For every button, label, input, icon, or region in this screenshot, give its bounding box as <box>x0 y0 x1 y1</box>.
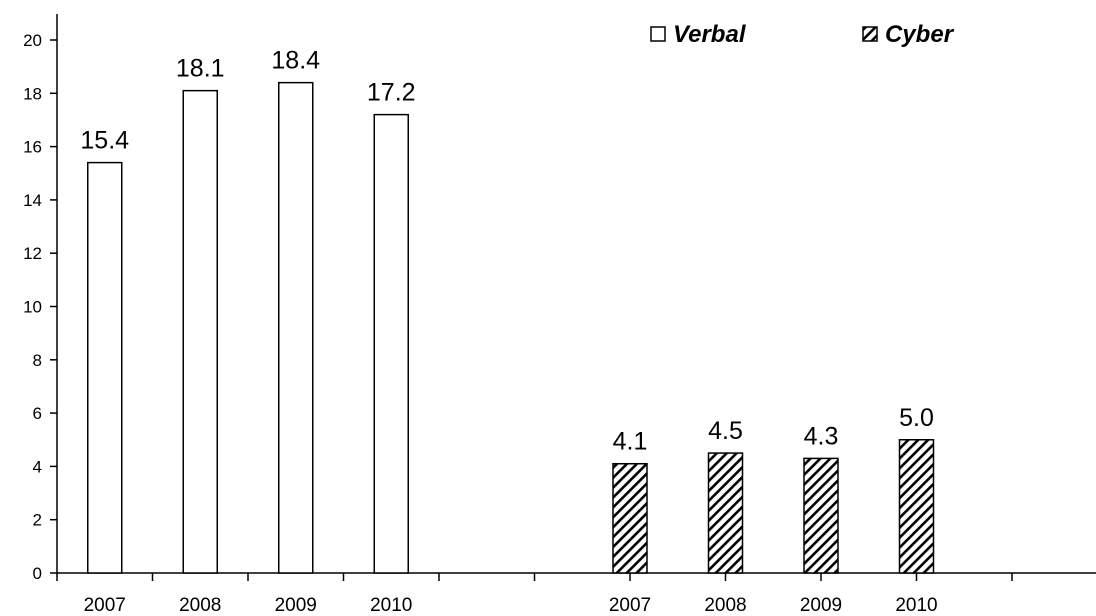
x-category-label: 2007 <box>609 595 651 616</box>
bar-verbal-2008 <box>182 89 218 574</box>
data-label: 4.5 <box>708 417 743 445</box>
x-category-label: 2008 <box>179 595 221 616</box>
bar-verbal-2009 <box>278 81 314 574</box>
data-label: 5.0 <box>899 404 934 432</box>
y-tick-label: 2 <box>33 511 42 530</box>
bar-verbal-2007 <box>87 161 123 574</box>
legend-item-cyber: Cyber <box>862 21 955 48</box>
x-category-label: 2007 <box>84 595 126 616</box>
y-tick-label: 18 <box>23 84 42 103</box>
bar-cyber-2008 <box>707 452 744 574</box>
x-category-label: 2008 <box>704 595 746 616</box>
data-label: 18.4 <box>271 47 320 75</box>
y-axis: 0 2 4 6 8 10 12 14 16 18 20 <box>23 14 58 583</box>
bar-cyber-2009 <box>803 457 839 574</box>
x-category-label: 2010 <box>370 595 412 616</box>
y-tick-label: 16 <box>23 138 42 157</box>
x-category-label: 2009 <box>800 595 842 616</box>
x-category-label: 2010 <box>895 595 937 616</box>
x-category-label: 2009 <box>275 595 317 616</box>
data-label: 4.3 <box>804 422 839 450</box>
y-tick-label: 0 <box>33 564 42 583</box>
bar-cyber-2010 <box>898 439 935 574</box>
x-axis <box>56 572 1096 581</box>
legend-label-cyber: Cyber <box>885 21 955 48</box>
data-label: 17.2 <box>367 79 416 107</box>
bar-verbal-2010 <box>373 113 409 574</box>
y-tick-label: 20 <box>23 31 42 50</box>
y-tick-label: 4 <box>33 457 42 476</box>
y-tick-label: 12 <box>23 244 42 263</box>
category-labels: 2007 2008 2009 2010 2007 2008 2009 2010 <box>84 595 938 616</box>
y-tick-label: 6 <box>33 404 42 423</box>
bars <box>87 81 935 574</box>
data-labels: 15.4 18.1 18.4 17.2 4.1 4.5 4.3 5.0 <box>80 47 933 456</box>
data-label: 4.1 <box>613 428 648 456</box>
y-tick-label: 14 <box>23 191 42 210</box>
y-tick-label: 8 <box>33 351 42 370</box>
y-tick-label: 10 <box>23 298 42 317</box>
legend-label-verbal: Verbal <box>673 21 747 48</box>
data-label: 18.1 <box>176 55 225 83</box>
legend: Verbal Cyber <box>650 21 955 48</box>
legend-item-verbal: Verbal <box>650 21 747 48</box>
legend-swatch-cyber <box>862 26 878 42</box>
data-label: 15.4 <box>80 127 129 155</box>
bar-cyber-2007 <box>612 462 648 574</box>
legend-swatch-verbal <box>650 26 666 42</box>
